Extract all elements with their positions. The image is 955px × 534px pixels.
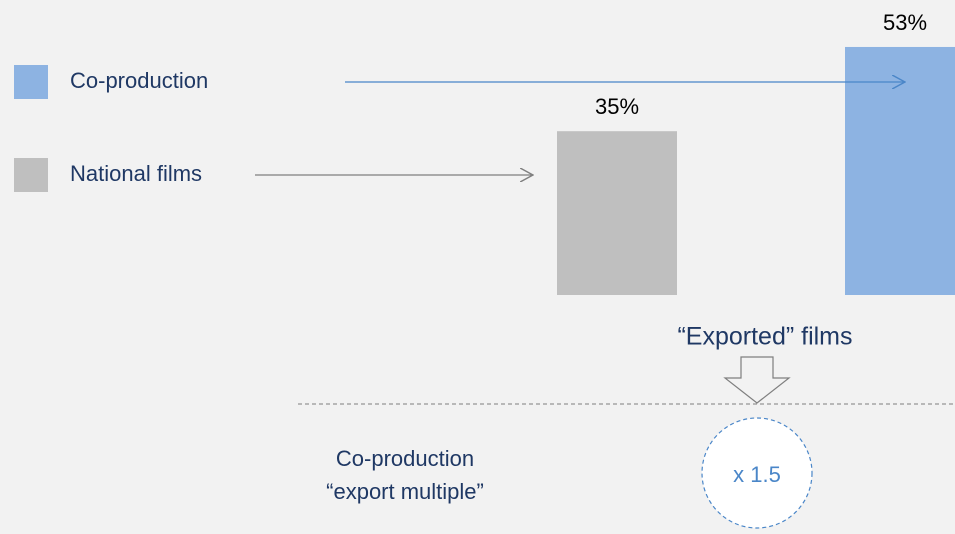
legend-swatch: [14, 65, 48, 99]
value-label: 35%: [595, 94, 639, 119]
annotation-line: Co-production: [336, 446, 474, 471]
legend-label: Co-production: [70, 68, 208, 93]
multiple-label: x 1.5: [733, 462, 781, 487]
legend-swatch: [14, 158, 48, 192]
annotation-line: “export multiple”: [326, 479, 484, 504]
category-label: “Exported” films: [677, 323, 852, 351]
value-label: 53%: [883, 10, 927, 35]
legend-label: National films: [70, 161, 202, 186]
multiple-circle: [701, 417, 813, 529]
bar: [845, 46, 955, 296]
bar: [557, 131, 677, 295]
down-arrow: [723, 356, 791, 404]
